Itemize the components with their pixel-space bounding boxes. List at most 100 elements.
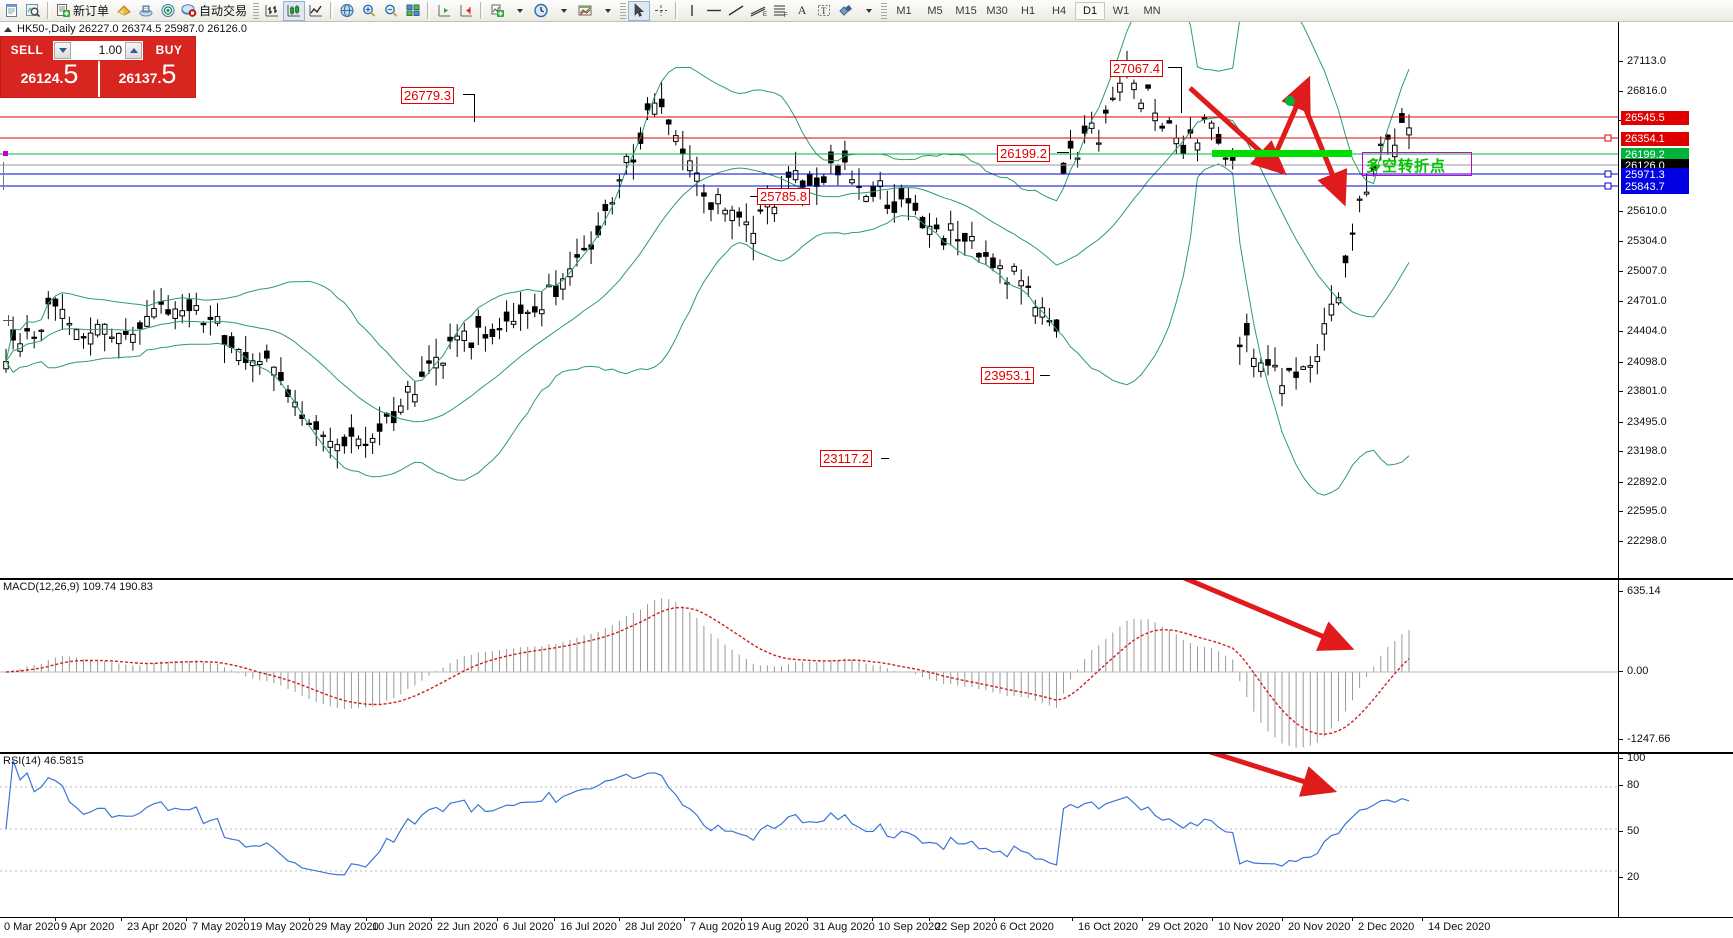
new-order-button[interactable]: 新订单 [53,1,113,21]
shapes-icon[interactable] [835,1,857,21]
price-axis-tick: 27113.0 [1619,55,1666,67]
timeframe-mn-button[interactable]: MN [1143,4,1161,17]
collapse-triangle-icon[interactable] [4,26,12,32]
price-axis-tick: 26816.0 [1619,85,1667,97]
buy-price-integer: 26137 [118,70,158,86]
text-tool-icon[interactable]: A [791,1,813,21]
price-annotation-26779[interactable]: 26779.3 [401,87,454,104]
price-annotation-23117[interactable]: 23117.2 [820,450,873,467]
macd-axis-tick: 0.00 [1619,665,1648,677]
crosshair-icon[interactable] [650,1,672,21]
chart-cursor-marker [3,313,14,331]
signals-icon[interactable] [157,1,179,21]
buy-button[interactable]: BUY [155,43,183,57]
cursor-icon[interactable] [628,0,651,21]
candlestick-chart-icon[interactable] [283,0,306,21]
buy-price[interactable]: 26137 . 5 [98,61,195,97]
macd-axis[interactable]: 635.14 0.00 -1247.66 [1618,580,1733,752]
price-annotation-27067-lead [1168,67,1182,68]
sell-button[interactable]: SELL [10,43,44,57]
time-axis-tick: 22 Jun 2020 [431,917,498,933]
timeframe-w1-button[interactable]: W1 [1112,4,1130,17]
auto-trading-button[interactable]: 自动交易 [179,1,251,21]
price-plot-area[interactable]: 多空转折点 26779.3 27067.4 26199.2 25785.8 23… [0,22,1618,578]
timeframe-h1-button[interactable]: H1 [1021,4,1036,17]
rsi-axis[interactable]: 100 80 50 20 [1618,752,1733,917]
price-level-tag-26199-2[interactable]: 26199.2 [1621,148,1689,162]
time-axis-tick: 19 Aug 2020 [741,917,809,933]
price-annotation-26779-stem [474,94,475,122]
price-annotation-27067[interactable]: 27067.4 [1110,60,1163,77]
timeframe-m5-button[interactable]: M5 [927,4,943,17]
line-chart-icon[interactable] [305,1,327,21]
chart-shift-icon[interactable] [433,1,455,21]
globe-icon[interactable] [336,1,358,21]
vertical-line-icon[interactable] [681,1,703,21]
price-annotation-23953[interactable]: 23953.1 [981,367,1034,384]
sell-price[interactable]: 26124 . 5 [1,61,98,97]
svg-text:T: T [821,6,827,16]
fibonacci-icon[interactable]: F [769,1,791,21]
time-axis-tick: 20 Nov 2020 [1281,917,1351,933]
timeframe-m30-button[interactable]: M30 [986,4,1008,17]
price-annotation-26199[interactable]: 26199.2 [997,145,1050,162]
price-annotation-25785[interactable]: 25785.8 [757,188,810,205]
price-axis[interactable]: 27113.026816.026519.025610.025304.025007… [1618,22,1733,578]
toolbar-grip-2[interactable] [620,2,627,19]
bar-chart-icon[interactable] [261,1,283,21]
add-indicator-icon[interactable] [486,1,508,21]
time-axis-tick: 19 May 2020 [244,917,314,933]
shapes-dropdown-arrow[interactable] [857,1,879,21]
toolbar-grip-3[interactable] [881,2,888,19]
text-label-icon[interactable]: T [813,1,835,21]
chart-symbol-bar: HK50-,Daily 26227.0 26374.5 25987.0 2612… [4,22,247,36]
market-watch-icon[interactable] [22,1,44,21]
macd-plot-area[interactable] [0,580,1618,752]
time-axis-tick: 7 Aug 2020 [684,917,746,933]
tile-windows-icon[interactable] [402,1,424,21]
price-level-tag-26545-5[interactable]: 26545.5 [1621,111,1689,125]
time-axis[interactable]: 0 Mar 2020 9 Apr 2020 23 Apr 2020 7 May 202… [0,917,1733,938]
zoom-out-icon[interactable] [380,1,402,21]
timeframe-h4-button[interactable]: H4 [1052,4,1067,17]
new-chart-icon[interactable] [0,1,22,21]
rsi-label: RSI(14) 46.5815 [3,755,84,767]
time-axis-tick: 9 Apr 2020 [54,917,115,933]
equidistant-channel-icon[interactable]: E [747,1,769,21]
volume-stepper[interactable]: 1.00 [53,40,143,60]
strategy-tester-icon[interactable] [113,1,135,21]
text-tool-glyph: A [797,3,807,17]
time-axis-tick: 10 Nov 2020 [1211,917,1281,933]
rsi-plot-area[interactable] [0,754,1618,917]
volume-increase-button[interactable] [125,41,142,59]
toolbar-separator [47,2,50,19]
mql-community-icon[interactable] [135,1,157,21]
zoom-in-icon[interactable] [358,1,380,21]
timeframe-m15-button[interactable]: M15 [955,4,977,17]
trade-panel-top-row: SELL 1.00 BUY [1,37,195,61]
macd-axis-tick: -1247.66 [1619,733,1670,745]
sell-price-decimal: 5 [63,59,79,89]
timeframe-d1-button[interactable]: D1 [1075,1,1106,20]
price-axis-tick: 24404.0 [1619,325,1667,337]
timeframe-m1-button[interactable]: M1 [896,4,912,17]
price-level-tag-25971-3[interactable]: 25971.3 [1621,168,1689,182]
toolbar-separator-2 [330,2,334,19]
templates-dropdown-arrow[interactable] [596,1,618,21]
auto-scroll-icon[interactable] [455,1,477,21]
toolbar-grip[interactable] [253,2,260,19]
price-axis-tick: 25007.0 [1619,265,1667,277]
volume-input[interactable]: 1.00 [71,41,125,59]
indicator-dropdown-arrow[interactable] [508,1,530,21]
period-clock-icon[interactable] [530,1,552,21]
templates-icon[interactable] [574,1,596,21]
period-dropdown-arrow[interactable] [552,1,574,21]
price-pane: 多空转折点 26779.3 27067.4 26199.2 25785.8 23… [0,22,1733,578]
new-order-label: 新订单 [73,4,110,18]
horizontal-line-icon[interactable] [703,1,725,21]
price-level-tag-26354-1[interactable]: 26354.1 [1621,132,1689,146]
trend-line-icon[interactable] [725,1,747,21]
volume-decrease-button[interactable] [54,41,71,59]
price-level-tag-25843-7[interactable]: 25843.7 [1621,180,1689,194]
